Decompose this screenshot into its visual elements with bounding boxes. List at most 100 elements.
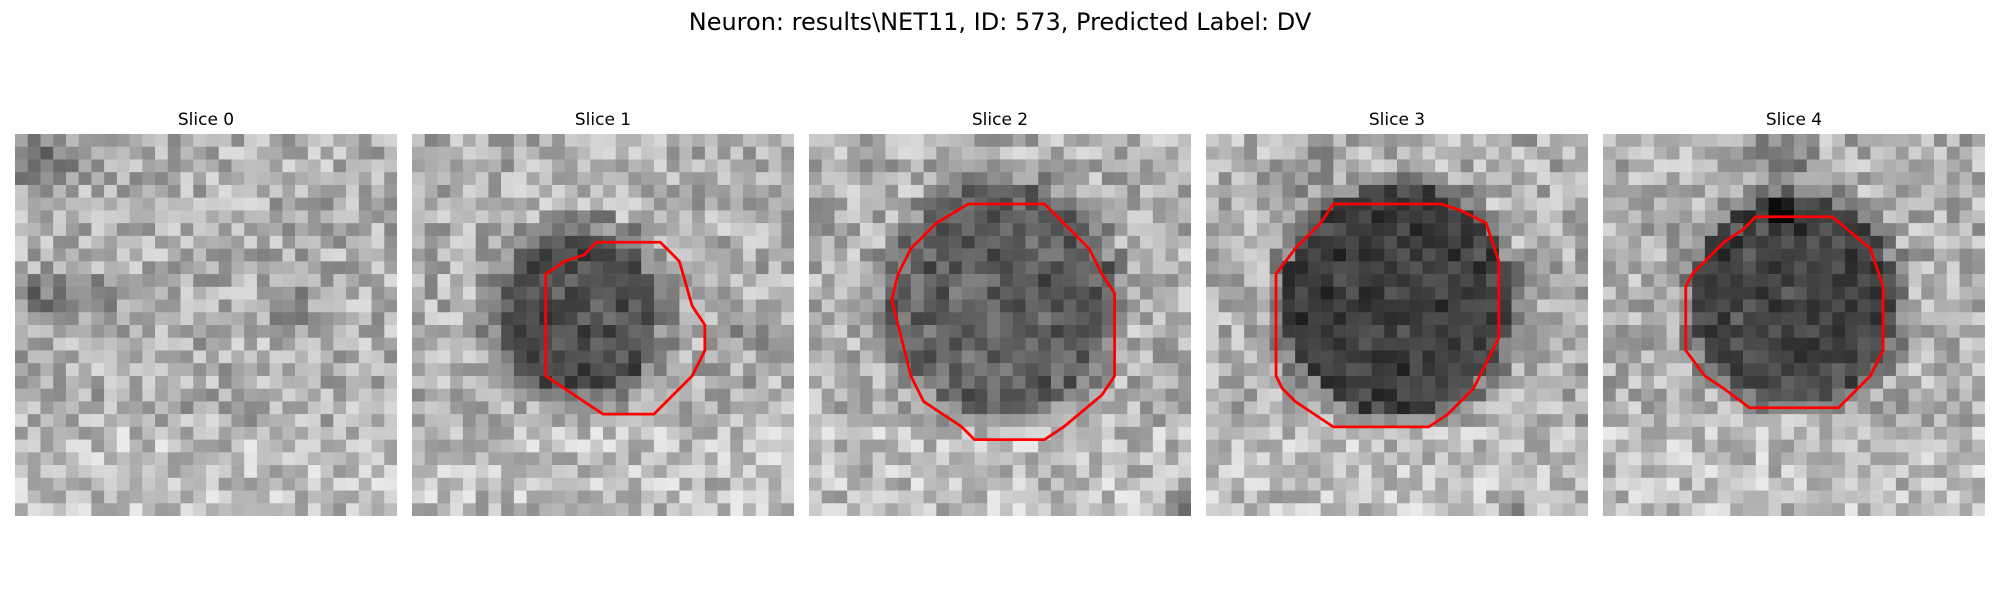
pixel bbox=[1934, 363, 1947, 376]
pixel bbox=[1870, 147, 1883, 160]
pixel bbox=[91, 249, 104, 262]
pixel bbox=[911, 185, 924, 198]
pixel bbox=[1231, 223, 1244, 236]
pixel bbox=[949, 427, 962, 440]
pixel bbox=[527, 491, 540, 504]
pixel bbox=[181, 401, 194, 414]
pixel bbox=[1883, 223, 1896, 236]
pixel bbox=[1845, 159, 1858, 172]
pixel bbox=[1718, 325, 1731, 338]
pixel bbox=[206, 198, 219, 211]
pixel bbox=[1064, 287, 1077, 300]
pixel bbox=[206, 350, 219, 363]
pixel bbox=[1692, 465, 1705, 478]
pixel bbox=[1781, 312, 1794, 325]
pixel bbox=[1794, 249, 1807, 262]
pixel bbox=[1756, 427, 1769, 440]
pixel bbox=[425, 223, 438, 236]
pixel bbox=[1921, 503, 1934, 516]
pixel bbox=[346, 198, 359, 211]
pixel bbox=[1333, 503, 1346, 516]
pixel bbox=[1550, 223, 1563, 236]
pixel bbox=[1244, 185, 1257, 198]
pixel bbox=[372, 350, 385, 363]
pixel bbox=[333, 261, 346, 274]
pixel bbox=[91, 261, 104, 274]
pixel bbox=[616, 300, 629, 313]
pixel bbox=[873, 159, 886, 172]
pixel bbox=[1206, 261, 1219, 274]
pixel bbox=[1550, 274, 1563, 287]
pixel bbox=[1769, 376, 1782, 389]
pixel bbox=[1333, 274, 1346, 287]
pixel bbox=[885, 376, 898, 389]
pixel bbox=[898, 134, 911, 147]
pixel bbox=[1819, 452, 1832, 465]
pixel bbox=[667, 312, 680, 325]
pixel bbox=[1807, 236, 1820, 249]
pixel bbox=[244, 223, 257, 236]
pixel bbox=[1524, 159, 1537, 172]
pixel bbox=[181, 172, 194, 185]
pixel bbox=[1359, 478, 1372, 491]
pixel bbox=[1769, 389, 1782, 402]
pixel bbox=[142, 440, 155, 453]
pixel bbox=[1435, 236, 1448, 249]
pixel bbox=[257, 147, 270, 160]
pixel bbox=[1896, 376, 1909, 389]
pixel bbox=[1422, 376, 1435, 389]
pixel bbox=[155, 249, 168, 262]
pixel bbox=[219, 452, 232, 465]
pixel bbox=[667, 376, 680, 389]
pixel bbox=[1473, 185, 1486, 198]
pixel bbox=[781, 274, 794, 287]
pixel bbox=[476, 236, 489, 249]
pixel bbox=[527, 389, 540, 402]
pixel bbox=[308, 300, 321, 313]
pixel bbox=[488, 159, 501, 172]
pixel bbox=[539, 478, 552, 491]
pixel bbox=[730, 312, 743, 325]
pixel bbox=[488, 236, 501, 249]
pixel bbox=[552, 440, 565, 453]
pixel bbox=[28, 249, 41, 262]
pixel bbox=[1499, 465, 1512, 478]
pixel bbox=[898, 452, 911, 465]
pixel bbox=[1270, 401, 1283, 414]
pixel bbox=[781, 287, 794, 300]
pixel bbox=[1909, 223, 1922, 236]
pixel bbox=[79, 401, 92, 414]
pixel bbox=[91, 147, 104, 160]
pixel bbox=[1499, 274, 1512, 287]
pixel bbox=[1705, 134, 1718, 147]
pixel bbox=[628, 350, 641, 363]
pixel bbox=[346, 363, 359, 376]
pixel bbox=[15, 376, 28, 389]
pixel bbox=[1896, 261, 1909, 274]
pixel bbox=[1921, 223, 1934, 236]
pixel bbox=[346, 185, 359, 198]
pixel bbox=[1524, 427, 1537, 440]
pixel bbox=[1641, 300, 1654, 313]
pixel bbox=[1858, 300, 1871, 313]
pixel bbox=[1524, 147, 1537, 160]
pixel bbox=[1461, 185, 1474, 198]
pixel bbox=[308, 287, 321, 300]
pixel bbox=[1972, 427, 1985, 440]
pixel bbox=[321, 198, 334, 211]
pixel bbox=[282, 440, 295, 453]
pixel bbox=[641, 491, 654, 504]
pixel bbox=[270, 236, 283, 249]
pixel bbox=[1384, 287, 1397, 300]
pixel bbox=[91, 350, 104, 363]
pixel bbox=[822, 312, 835, 325]
pixel bbox=[1372, 465, 1385, 478]
pixel bbox=[1794, 134, 1807, 147]
pixel bbox=[1038, 401, 1051, 414]
pixel bbox=[1756, 465, 1769, 478]
pixel bbox=[501, 185, 514, 198]
pixel bbox=[603, 440, 616, 453]
pixel bbox=[1819, 172, 1832, 185]
pixel bbox=[1140, 261, 1153, 274]
pixel bbox=[130, 465, 143, 478]
